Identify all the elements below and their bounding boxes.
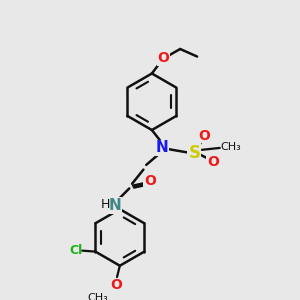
Text: O: O <box>198 129 210 143</box>
Text: N: N <box>156 140 169 155</box>
Text: CH₃: CH₃ <box>221 142 242 152</box>
Text: O: O <box>207 155 219 169</box>
Text: O: O <box>144 174 156 188</box>
Text: Cl: Cl <box>69 244 82 257</box>
Text: N: N <box>109 198 122 213</box>
Text: O: O <box>110 278 122 292</box>
Text: CH₃: CH₃ <box>88 293 109 300</box>
Text: S: S <box>188 144 200 162</box>
Text: H: H <box>101 198 110 211</box>
Text: O: O <box>157 51 169 65</box>
